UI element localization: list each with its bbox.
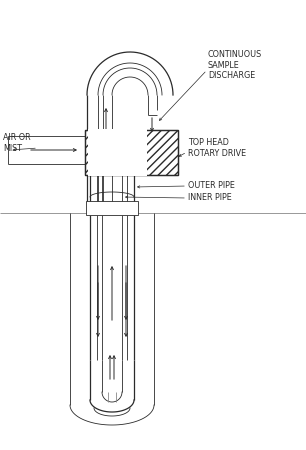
Text: CONTINUOUS
SAMPLE
DISCHARGE: CONTINUOUS SAMPLE DISCHARGE (208, 50, 262, 80)
Bar (85, 130, 178, 175)
Text: TOP HEAD
ROTARY DRIVE: TOP HEAD ROTARY DRIVE (188, 138, 246, 158)
Bar (86, 201, 138, 215)
Text: AIR OR
MIST: AIR OR MIST (3, 133, 31, 153)
Text: INNER PIPE: INNER PIPE (188, 194, 232, 202)
Text: OUTER PIPE: OUTER PIPE (188, 180, 235, 189)
Bar (88, 129, 147, 176)
Bar (85, 130, 178, 175)
